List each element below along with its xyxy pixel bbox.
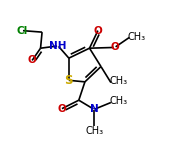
Text: NH: NH [49,41,67,51]
Text: O: O [110,42,119,52]
Text: Cl: Cl [16,26,28,36]
Text: S: S [65,74,73,87]
Text: CH₃: CH₃ [110,76,128,86]
Text: N: N [90,104,98,114]
Text: O: O [58,104,66,114]
Text: CH₃: CH₃ [85,126,103,136]
Text: CH₃: CH₃ [127,32,145,43]
Text: CH₃: CH₃ [110,96,128,106]
Text: O: O [28,55,37,65]
Text: O: O [94,26,102,36]
